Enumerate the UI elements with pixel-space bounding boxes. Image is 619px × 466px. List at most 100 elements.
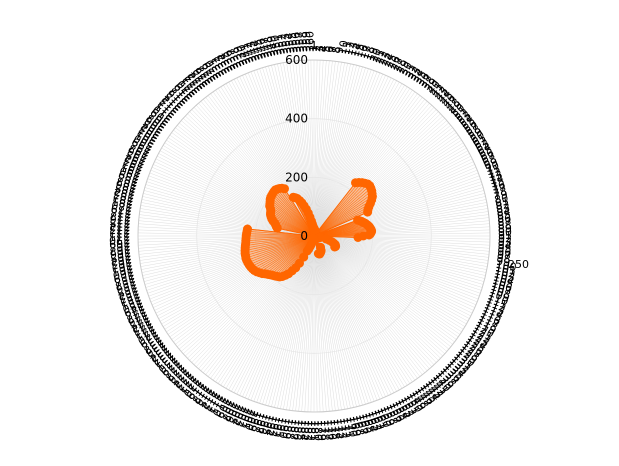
- angular-gridline: [313, 235, 445, 354]
- angular-gridline: [307, 60, 315, 237]
- data-point: [243, 224, 252, 234]
- angular-gridline: [140, 205, 315, 237]
- angular-gridline: [313, 71, 378, 237]
- angular-tick-label: 31: [400, 61, 418, 80]
- series-spoke-line: [245, 235, 315, 254]
- series-spoke-line: [245, 235, 315, 242]
- angular-tick-label: 275: [109, 216, 131, 230]
- angular-gridline: [313, 235, 475, 308]
- angular-gridline: [313, 235, 488, 264]
- angular-tick-label: 253: [117, 287, 141, 306]
- angular-gridline: [313, 63, 351, 237]
- angular-gridline: [313, 235, 318, 413]
- angular-gridline: [313, 145, 466, 237]
- angular-tick-label: 183: [301, 420, 315, 441]
- angular-tick-label: 23: [376, 50, 393, 68]
- angular-tick-label: 58: [464, 122, 483, 141]
- angular-gridline: [139, 235, 315, 258]
- angular-gridline: [313, 235, 336, 411]
- angular-gridline: [313, 89, 413, 237]
- series-spoke-line: [267, 235, 315, 275]
- angular-tick-label: 95: [497, 242, 512, 256]
- angular-tick-label: 283: [112, 187, 135, 204]
- angular-gridline: [313, 65, 360, 237]
- angular-gridline: [313, 235, 490, 246]
- angular-gridline: [313, 235, 447, 352]
- angular-tick-label: 355: [286, 31, 301, 53]
- angular-tick-label: 100: [495, 258, 518, 274]
- angular-gridline: [313, 235, 411, 384]
- angular-tick-label: 193: [265, 415, 282, 438]
- angular-tick-label: 262: [111, 259, 134, 275]
- angular-gridline: [207, 95, 315, 237]
- angular-tick-label: 66: [478, 146, 496, 164]
- series-spoke-line: [313, 190, 373, 237]
- angular-tick-label: 184: [297, 419, 311, 441]
- data-point: [313, 249, 323, 259]
- angular-gridline: [189, 235, 315, 361]
- series-spoke-line: [246, 233, 315, 237]
- angular-gridline: [313, 235, 478, 303]
- angular-gridline: [145, 184, 315, 237]
- angular-gridline: [313, 235, 435, 365]
- angular-tick-label: 286: [114, 177, 138, 195]
- angular-tick-label: 273: [109, 223, 130, 237]
- angular-gridline: [313, 88, 411, 237]
- radial-tick-label: 400: [285, 112, 308, 126]
- angular-gridline: [313, 169, 478, 237]
- angular-gridline: [313, 235, 455, 343]
- angular-tick-label: 102: [493, 264, 516, 281]
- angular-gridline: [289, 235, 315, 411]
- angular-tick-label: 69: [482, 155, 500, 172]
- angular-gridline: [143, 235, 315, 282]
- angular-tick-label: 92: [498, 232, 512, 245]
- angular-gridline: [142, 196, 315, 237]
- angular-gridline: [313, 235, 485, 282]
- angular-gridline: [162, 235, 315, 327]
- data-point: [353, 233, 363, 242]
- angular-tick-label: 182: [304, 420, 317, 441]
- angular-tick-label: 354: [282, 32, 297, 54]
- angular-gridline: [313, 235, 327, 412]
- series-spoke-line: [262, 235, 315, 274]
- angular-gridline: [313, 235, 400, 391]
- angular-tick-label: 17: [358, 44, 374, 61]
- angular-tick-label: 76: [490, 178, 507, 194]
- angular-gridline: [217, 88, 315, 237]
- angular-tick-label: 180: [311, 420, 324, 441]
- angular-gridline: [313, 235, 474, 311]
- angular-tick-label: 19: [364, 46, 381, 63]
- angular-gridline: [313, 235, 423, 375]
- angular-tick-label: 29: [394, 58, 412, 76]
- radial-tick-label: 600: [285, 53, 308, 67]
- series-spoke-line: [272, 193, 315, 237]
- angular-gridline: [292, 61, 315, 237]
- radial-tick-label: 200: [285, 170, 308, 184]
- angular-gridline: [313, 235, 469, 322]
- angular-gridline: [313, 235, 451, 347]
- radial-gridline-ring: [196, 118, 432, 354]
- angular-gridline: [142, 235, 315, 276]
- angular-gridline: [141, 235, 315, 270]
- angular-tick-label: 106: [490, 277, 514, 295]
- series-spoke-line: [279, 188, 315, 237]
- angular-tick-label: 13: [345, 41, 361, 57]
- series-spoke-line: [245, 235, 315, 246]
- angular-tick-label: 177: [321, 419, 335, 441]
- angular-tick-label: 25: [382, 52, 400, 70]
- angular-tick-label: 270: [109, 233, 130, 246]
- series-spoke-line: [313, 203, 371, 237]
- angular-tick-label: 282: [111, 191, 134, 208]
- angular-gridline: [140, 235, 315, 264]
- angular-gridline: [313, 235, 432, 367]
- angular-label-first: 1: [311, 39, 318, 52]
- angular-gridline: [154, 161, 315, 237]
- angular-tick-label: 162: [368, 408, 387, 432]
- angular-gridline: [313, 134, 459, 237]
- angular-tick-label: 263: [110, 256, 133, 272]
- angular-tick-labels: 1234567891011121314151617181920212223242…: [109, 31, 529, 441]
- angular-gridline: [313, 235, 405, 388]
- angular-gridline: [313, 235, 486, 276]
- angular-gridline: [313, 235, 408, 386]
- angular-gridline: [313, 235, 403, 389]
